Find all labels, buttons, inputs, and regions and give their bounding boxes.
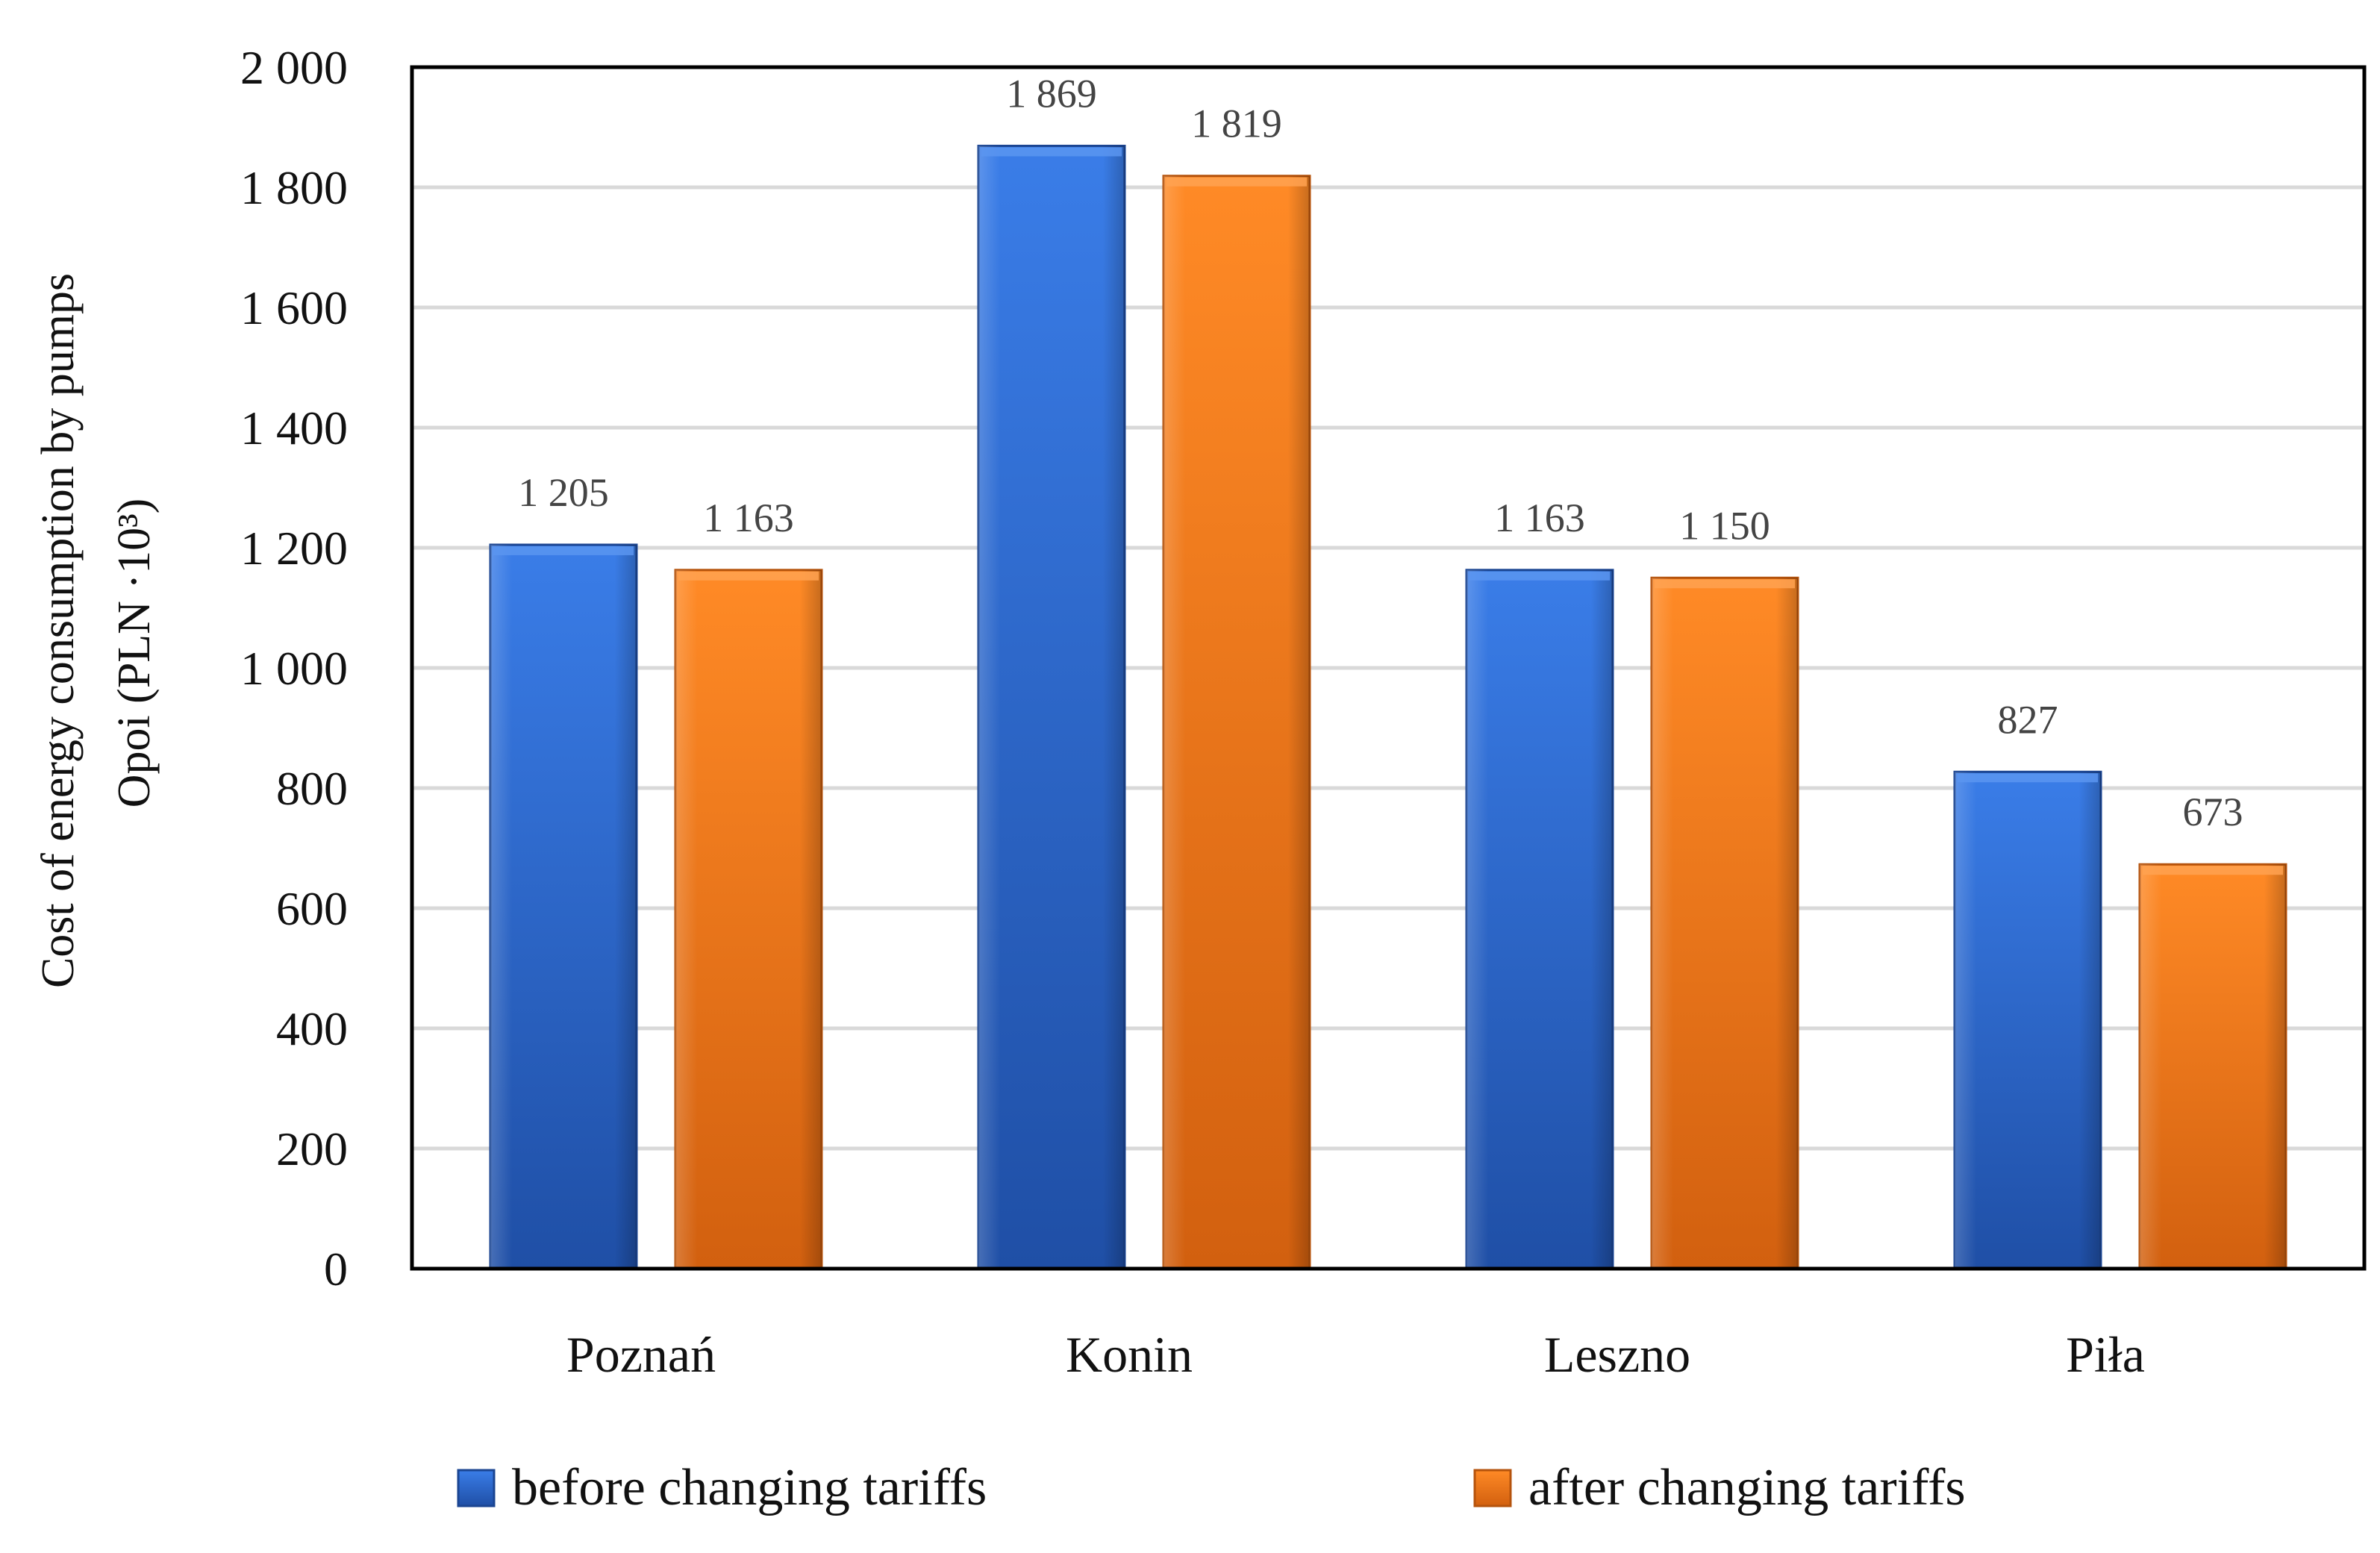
y-tick-label: 1 400 <box>240 401 348 454</box>
bar-after-Konin <box>1162 175 1311 1270</box>
bar-shading <box>1467 569 1613 1269</box>
y-tick-label: 800 <box>276 762 348 815</box>
bar-bevel <box>678 571 819 581</box>
y-tick-label: 1 000 <box>240 642 348 695</box>
bar-bevel <box>1469 571 1610 581</box>
bar-before-Konin <box>977 144 1126 1270</box>
bar-bevel <box>1166 177 1307 187</box>
bar-bevel <box>1958 773 2098 783</box>
bar-shading <box>1164 175 1310 1269</box>
y-axis-title: Cost of energy consumption by pumps Opoi… <box>33 273 160 988</box>
data-label: 1 150 <box>1679 503 1770 548</box>
legend-label: after changing tariffs <box>1528 1459 1966 1516</box>
category-label: Konin <box>1066 1326 1193 1383</box>
y-tick-label: 0 <box>324 1243 348 1296</box>
legend-label: before changing tariffs <box>512 1459 987 1516</box>
data-label: 1 205 <box>518 470 609 515</box>
data-labels: 1 205 1 163 1 869 1 819 1 163 1 150 827 673 <box>518 71 2243 834</box>
data-label: 1 163 <box>703 496 794 540</box>
bar-bevel <box>493 546 634 555</box>
bar-shading <box>490 544 637 1269</box>
bar-before-Poznań <box>489 543 638 1270</box>
y-axis-title-line1: Cost of energy consumption by pumps <box>33 273 84 988</box>
plot-area-frame <box>410 65 2367 1271</box>
y-tick-label: 1 600 <box>240 281 348 334</box>
data-label: 1 819 <box>1191 101 1282 146</box>
bar-shading <box>2140 864 2286 1269</box>
bar-before-Piła <box>1953 770 2102 1270</box>
category-label: Leszno <box>1544 1326 1690 1383</box>
legend-item-after: after changing tariffs <box>1473 1459 1966 1516</box>
legend-swatch <box>457 1469 496 1507</box>
x-axis-category-labels: Poznań Konin Leszno Piła <box>566 1326 2145 1383</box>
bar-after-Leszno <box>1650 576 1799 1270</box>
bar-bevel <box>1655 579 1795 589</box>
category-label: Piła <box>2066 1326 2145 1383</box>
bar-shading <box>1955 772 2101 1269</box>
data-label: 1 869 <box>1006 71 1097 116</box>
data-label: 827 <box>1998 697 2058 742</box>
legend: before changing tariffs after changing ta… <box>457 1459 1966 1516</box>
y-tick-label: 1 800 <box>240 161 348 214</box>
y-tick-label: 400 <box>276 1002 348 1055</box>
data-label: 1 163 <box>1494 496 1585 540</box>
y-axis-title-line2: Opoi (PLN ·10³) <box>109 499 160 808</box>
y-axis-tick-labels: 0 200 400 600 800 1 000 1 200 1 400 1 600 1 800 2 … <box>240 41 348 1296</box>
category-label: Poznań <box>566 1326 716 1383</box>
bar-shading <box>978 146 1125 1269</box>
bar-bevel <box>2143 866 2283 875</box>
legend-item-before: before changing tariffs <box>457 1459 987 1516</box>
legend-swatch <box>1473 1469 1512 1507</box>
bar-after-Poznań <box>674 569 823 1270</box>
bar-shading <box>675 569 822 1269</box>
bar-shading <box>1652 578 1798 1269</box>
y-tick-label: 2 000 <box>240 41 348 94</box>
bar-bevel <box>981 147 1122 157</box>
y-tick-label: 200 <box>276 1122 348 1175</box>
y-tick-label: 600 <box>276 882 348 935</box>
data-label: 673 <box>2183 790 2243 834</box>
y-tick-label: 1 200 <box>240 522 348 575</box>
bar-before-Leszno <box>1465 569 1614 1270</box>
bar-after-Piła <box>2138 863 2287 1270</box>
bars <box>489 144 2287 1270</box>
